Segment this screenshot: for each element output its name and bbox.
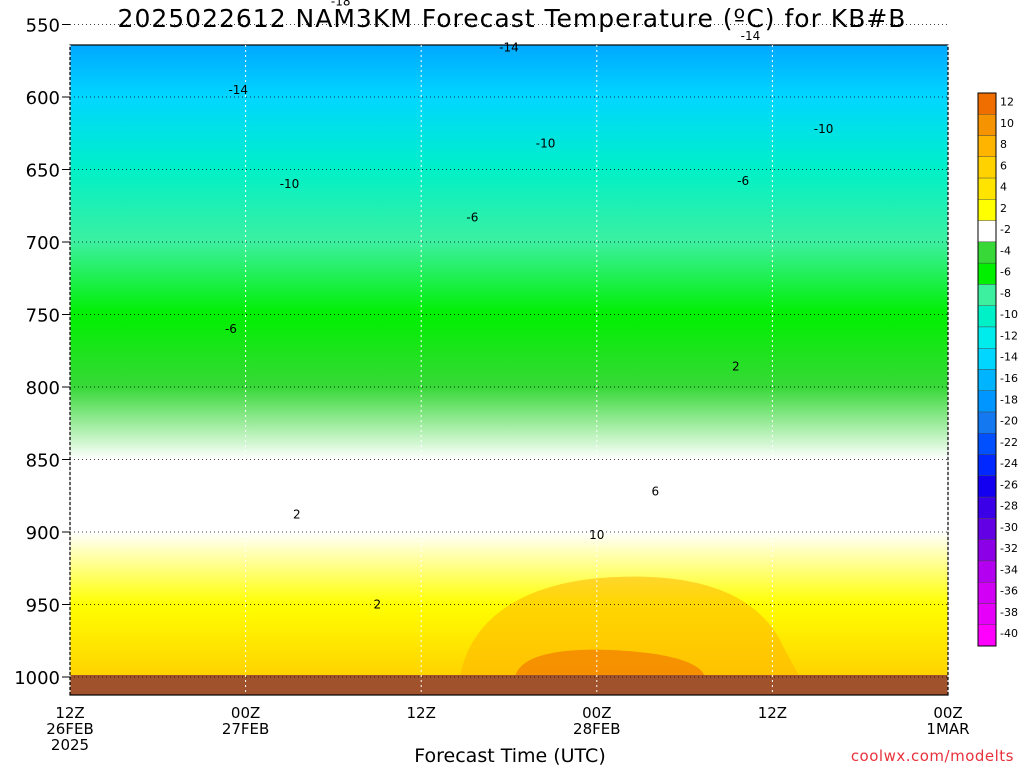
colorbar-label: -24 — [1000, 457, 1018, 470]
colorbar-box — [977, 348, 997, 370]
colorbar-label: -2 — [1000, 223, 1011, 236]
colorbar-box — [977, 220, 997, 243]
y-tick-label: 650 — [26, 161, 60, 182]
colorbar-box — [977, 496, 997, 519]
colorbar-box — [977, 284, 997, 306]
colorbar-label: -36 — [1000, 585, 1018, 598]
colorbar-label: -34 — [1000, 563, 1018, 576]
contour-label: 2 — [293, 508, 301, 522]
x-tick-label: 26FEB — [46, 720, 93, 738]
colorbar-box — [977, 305, 997, 328]
y-tick-label: 550 — [26, 16, 60, 37]
colorbar-label: -20 — [1000, 415, 1018, 428]
x-tick-label: 00Z — [933, 704, 962, 722]
colorbar-box — [977, 603, 997, 625]
y-tick-label: 600 — [26, 88, 60, 109]
colorbar-box — [977, 326, 997, 349]
y-tick-label: 800 — [26, 378, 60, 399]
y-tick-label: 1000 — [14, 668, 60, 689]
colorbar-box — [977, 475, 997, 498]
x-tick-label: 00Z — [231, 704, 260, 722]
contour-label: -6 — [225, 322, 237, 336]
colorbar-box — [977, 262, 997, 285]
contour-label: -18 — [331, 0, 351, 8]
contour-label: -14 — [228, 83, 248, 97]
colorbar-label: -16 — [1000, 372, 1018, 385]
contour-label: -10 — [814, 122, 834, 136]
colorbar-label: -12 — [1000, 329, 1018, 342]
colorbar-label: -8 — [1000, 287, 1011, 300]
colorbar-box — [977, 560, 997, 583]
contour-label: 10 — [589, 528, 604, 542]
x-tick-label: 12Z — [758, 704, 787, 722]
credit-text: coolwx.com/modelts — [850, 747, 1014, 765]
contour-label: 2 — [732, 360, 740, 374]
colorbar-box — [977, 177, 997, 200]
colorbar-box — [977, 241, 997, 264]
colorbar-label: -4 — [1000, 244, 1011, 257]
colorbar-label: -30 — [1000, 521, 1018, 534]
y-tick-label: 950 — [26, 596, 60, 617]
ground-strip — [70, 675, 948, 695]
x-axis-label: Forecast Time (UTC) — [414, 745, 606, 767]
colorbar-label: 2 — [1000, 202, 1007, 215]
colorbar-label: 8 — [1000, 138, 1007, 151]
contour-label: -14 — [499, 41, 519, 55]
contour-label: -6 — [466, 210, 478, 224]
colorbar-label: -6 — [1000, 266, 1011, 279]
colorbar-frame — [977, 92, 997, 647]
chart-title: 2025022612 NAM3KM Forecast Temperature (… — [117, 4, 907, 33]
colorbar-label: -26 — [1000, 478, 1018, 491]
contour-label: -6 — [737, 174, 749, 188]
colorbar-label: 4 — [1000, 181, 1007, 194]
contour-label: -14 — [741, 29, 761, 43]
y-tick-label: 850 — [26, 451, 60, 472]
colorbar-box — [977, 114, 997, 136]
x-tick-label: 1MAR — [926, 720, 969, 738]
colorbar-box — [977, 369, 997, 391]
x-tick-label: 2025 — [51, 736, 89, 754]
colorbar-label: -22 — [1000, 436, 1018, 449]
x-tick-label: 28FEB — [573, 720, 620, 738]
colorbar-label: 12 — [1000, 96, 1014, 109]
colorbar-label: -10 — [1000, 308, 1018, 321]
colorbar-box — [977, 390, 997, 413]
colorbar-box — [977, 411, 997, 434]
x-tick-label: 00Z — [582, 704, 611, 722]
colorbar-label: -32 — [1000, 542, 1018, 555]
contour-label: 6 — [652, 484, 660, 498]
contour-label: -10 — [280, 177, 300, 191]
colorbar-box — [977, 199, 997, 221]
colorbar-label: -38 — [1000, 606, 1018, 619]
colorbar-box — [977, 135, 997, 158]
contour-label: -10 — [536, 136, 556, 150]
colorbar-label: -14 — [1000, 351, 1018, 364]
colorbar-box — [977, 92, 997, 115]
colorbar-label: -40 — [1000, 627, 1018, 640]
warmest-region — [515, 649, 705, 677]
colorbar-box — [977, 156, 997, 179]
colorbar-label: -28 — [1000, 500, 1018, 513]
colorbar-label: 10 — [1000, 117, 1014, 130]
colorbar-box — [977, 539, 997, 562]
colorbar-box — [977, 581, 997, 604]
colorbar-label: -18 — [1000, 393, 1018, 406]
y-tick-label: 750 — [26, 306, 60, 327]
x-tick-label: 12Z — [55, 704, 84, 722]
colorbar-box — [977, 624, 997, 647]
y-tick-label: 700 — [26, 233, 60, 254]
warm-region — [460, 576, 800, 677]
colorbar-label: 6 — [1000, 159, 1007, 172]
temperature-field — [70, 45, 948, 695]
colorbar-box — [977, 433, 997, 455]
contour-label: 2 — [373, 598, 381, 612]
x-tick-label: 27FEB — [222, 720, 269, 738]
colorbar-box — [977, 518, 997, 540]
y-tick-label: 900 — [26, 523, 60, 544]
colorbar-box — [977, 454, 997, 477]
x-tick-label: 12Z — [407, 704, 436, 722]
